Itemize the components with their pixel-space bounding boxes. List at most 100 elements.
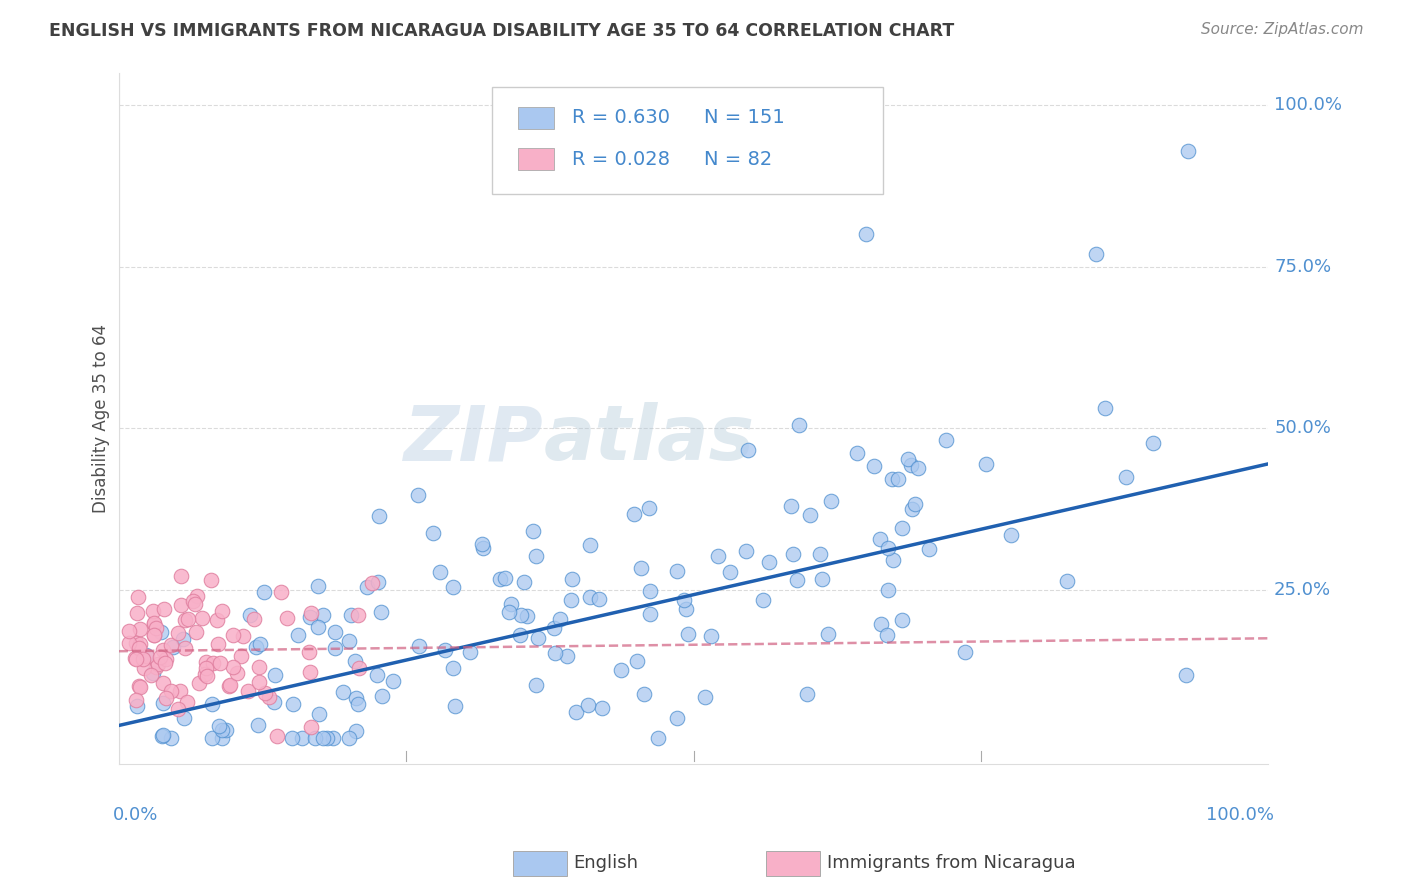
Point	[162, 640, 184, 655]
Point	[202, 656, 225, 670]
Point	[799, 508, 821, 523]
Text: 100.0%: 100.0%	[1206, 805, 1274, 823]
Point	[510, 607, 533, 622]
Point	[195, 669, 218, 683]
Point	[155, 656, 177, 670]
Point	[429, 566, 451, 580]
Point	[172, 632, 194, 647]
Point	[897, 452, 920, 467]
Point	[633, 687, 655, 701]
Point	[779, 499, 801, 513]
Point	[700, 629, 723, 643]
Point	[143, 616, 166, 631]
Point	[381, 673, 404, 688]
Point	[211, 731, 233, 746]
Point	[176, 612, 198, 626]
Point	[263, 695, 285, 709]
Point	[195, 656, 218, 670]
Point	[344, 691, 367, 706]
Point	[142, 628, 165, 642]
FancyBboxPatch shape	[492, 87, 883, 194]
Point	[887, 472, 910, 486]
Point	[152, 728, 174, 742]
Point	[337, 731, 360, 746]
Point	[811, 572, 834, 586]
Point	[132, 652, 155, 666]
Point	[208, 719, 231, 733]
Point	[316, 731, 339, 746]
Point	[146, 657, 169, 672]
Point	[408, 640, 430, 654]
Point	[524, 678, 547, 692]
Point	[441, 661, 464, 675]
Point	[693, 690, 716, 705]
Point	[1056, 574, 1078, 588]
Point	[232, 629, 254, 643]
Point	[1000, 528, 1022, 542]
Point	[152, 696, 174, 710]
Point	[173, 711, 195, 725]
Point	[882, 553, 904, 567]
Point	[876, 628, 898, 642]
Point	[281, 731, 304, 746]
Point	[344, 654, 367, 668]
FancyBboxPatch shape	[517, 148, 554, 170]
Point	[817, 626, 839, 640]
Point	[200, 573, 222, 587]
Point	[565, 706, 588, 720]
Point	[347, 661, 370, 675]
Point	[183, 597, 205, 611]
Point	[142, 617, 165, 632]
Point	[796, 687, 818, 701]
Point	[548, 612, 571, 626]
Point	[907, 461, 929, 475]
Text: 75.0%: 75.0%	[1274, 258, 1331, 276]
Point	[734, 543, 756, 558]
Point	[665, 564, 688, 578]
Point	[904, 497, 927, 511]
Point	[434, 643, 457, 657]
Point	[149, 625, 172, 640]
Point	[370, 605, 392, 619]
Point	[225, 665, 247, 680]
Point	[201, 731, 224, 746]
Point	[263, 668, 285, 682]
Point	[142, 604, 165, 618]
Point	[283, 697, 305, 711]
Point	[444, 698, 467, 713]
Point	[141, 668, 163, 682]
Point	[752, 593, 775, 607]
Text: N = 151: N = 151	[704, 109, 785, 128]
Point	[145, 660, 167, 674]
Point	[253, 686, 276, 700]
Point	[287, 628, 309, 642]
Point	[311, 731, 333, 746]
Point	[125, 699, 148, 714]
Point	[247, 717, 270, 731]
Point	[718, 565, 741, 579]
Point	[845, 446, 868, 460]
Point	[229, 649, 252, 664]
Point	[152, 643, 174, 657]
Point	[512, 575, 534, 590]
Point	[135, 649, 157, 664]
Point	[458, 645, 481, 659]
Point	[366, 668, 388, 682]
Point	[647, 731, 669, 746]
Point	[257, 690, 280, 705]
Y-axis label: Disability Age 35 to 64: Disability Age 35 to 64	[93, 324, 110, 513]
Point	[142, 628, 165, 642]
Point	[239, 607, 262, 622]
Point	[1094, 401, 1116, 416]
Point	[737, 443, 759, 458]
Point	[675, 602, 697, 616]
Point	[637, 500, 659, 515]
Point	[160, 731, 183, 746]
Point	[360, 576, 382, 591]
Point	[494, 571, 516, 585]
Point	[630, 561, 652, 575]
Point	[678, 627, 700, 641]
Point	[201, 697, 224, 711]
Point	[1115, 470, 1137, 484]
Text: ZIP: ZIP	[405, 402, 544, 476]
